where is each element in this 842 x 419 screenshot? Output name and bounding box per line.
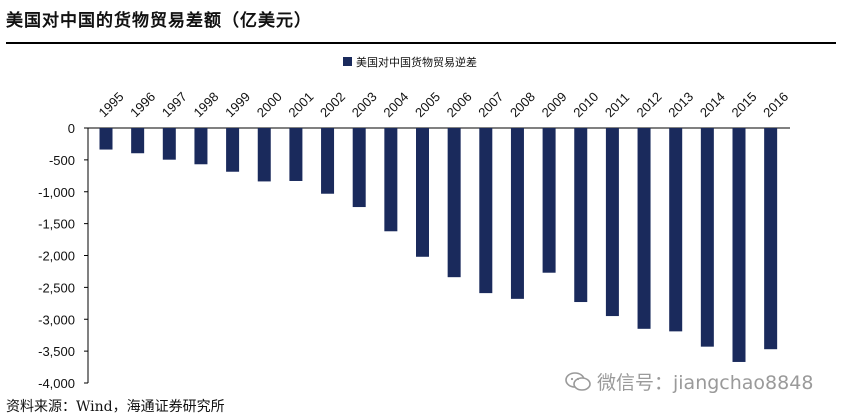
bar-2001 <box>289 128 303 181</box>
x-tick-label: 2009 <box>539 89 570 120</box>
chart-title: 美国对中国的货物贸易差额（亿美元） <box>6 11 312 31</box>
bar-1996 <box>131 128 145 154</box>
bar-2002 <box>321 128 335 194</box>
wechat-icon <box>565 371 591 392</box>
y-tick-label: -3,000 <box>38 312 75 327</box>
y-tick-label: -4,000 <box>38 376 75 391</box>
y-tick-label: -2,500 <box>38 280 75 295</box>
bar-2016 <box>764 128 778 350</box>
legend: 美国对中国货物贸易逆差 <box>343 55 477 69</box>
x-tick-label: 2011 <box>602 90 632 120</box>
bar-1999 <box>226 128 240 172</box>
x-tick-label: 2008 <box>507 89 538 120</box>
x-tick-label: 2015 <box>729 89 760 120</box>
legend-swatch <box>343 57 352 66</box>
x-tick-label: 2010 <box>570 89 601 120</box>
x-tick-label: 2006 <box>444 89 475 120</box>
x-tick-label: 2004 <box>380 89 411 120</box>
y-axis: 0 -500 -1,000 -1,500 -2,000 -2,500 -3,000 -3,50… <box>38 121 790 391</box>
bar-1995 <box>99 128 113 150</box>
bar-2003 <box>352 128 366 208</box>
bar-2011 <box>605 128 619 317</box>
x-tick-label: 2013 <box>665 89 696 120</box>
y-tick-label: 0 <box>68 121 75 136</box>
bar-2010 <box>574 128 588 303</box>
bar-2007 <box>479 128 493 294</box>
y-tick-label: -1,000 <box>38 185 75 200</box>
x-tick-label: 2001 <box>285 89 316 120</box>
bar-chart: 美国对中国货物贸易逆差 0 -500 -1,000 -1,500 -2,000 -2,50… <box>38 55 792 391</box>
y-tick-label: -3,500 <box>38 344 75 359</box>
x-tick-label: 2007 <box>475 89 506 120</box>
source-note: 资料来源：Wind，海通证券研究所 <box>6 399 225 415</box>
y-tick-label: -1,500 <box>38 217 75 232</box>
bar-1997 <box>162 128 176 160</box>
bar-2005 <box>416 128 429 257</box>
bar-2006 <box>447 128 461 278</box>
y-tick-label: -2,000 <box>38 249 75 264</box>
x-tick-label: 1997 <box>159 89 190 120</box>
legend-label: 美国对中国货物贸易逆差 <box>356 55 477 69</box>
bars <box>99 128 778 362</box>
x-tick-label: 2003 <box>349 89 380 120</box>
bar-1998 <box>194 128 208 165</box>
bar-2012 <box>637 128 651 329</box>
y-tick-label: -500 <box>49 153 75 168</box>
x-tick-label: 2005 <box>412 89 443 120</box>
watermark: 微信号：jiangchao8848 <box>565 368 813 395</box>
x-tick-label: 2002 <box>317 89 348 120</box>
x-tick-label: 2012 <box>634 89 665 120</box>
x-tick-label: 1999 <box>222 89 253 120</box>
bar-2000 <box>257 128 271 182</box>
x-tick-label: 1995 <box>96 89 127 120</box>
bar-2008 <box>510 128 524 299</box>
bar-2014 <box>700 128 714 347</box>
bar-2009 <box>542 128 556 273</box>
title-divider <box>6 42 836 44</box>
x-tick-label: 2000 <box>254 89 285 120</box>
x-tick-label: 2014 <box>697 89 728 120</box>
x-tick-label: 1998 <box>190 89 221 120</box>
x-tick-label: 2016 <box>760 89 791 120</box>
x-tick-labels: 1995 1996 1997 1998 1999 2000 2001 2002 2003 2004… <box>96 89 792 120</box>
bar-2004 <box>384 128 398 232</box>
watermark-text: 微信号：jiangchao8848 <box>597 372 814 394</box>
bar-2015 <box>732 128 746 362</box>
bar-2013 <box>669 128 683 332</box>
x-tick-label: 1996 <box>127 89 158 120</box>
